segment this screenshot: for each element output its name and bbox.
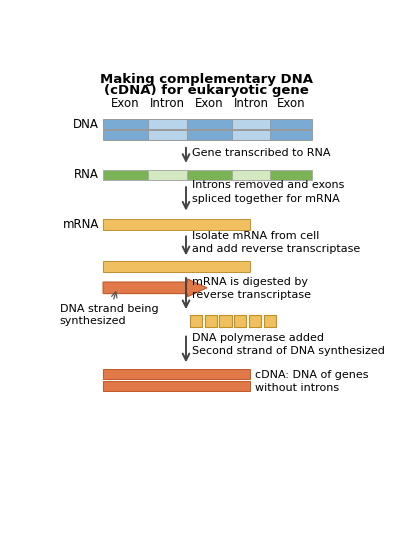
Bar (187, 170, 232, 180)
Bar (148, 130, 187, 141)
Text: Exon: Exon (111, 96, 140, 110)
Bar (219, 315, 232, 328)
Text: mRNA: mRNA (63, 218, 99, 231)
Text: Introns removed and exons
spliced together for mRNA: Introns removed and exons spliced togeth… (192, 180, 345, 203)
Text: DNA: DNA (73, 118, 99, 130)
Bar (103, 381, 250, 391)
Bar (232, 119, 270, 129)
Text: Intron: Intron (234, 96, 269, 110)
Text: Isolate mRNA from cell
and add reverse transcriptase: Isolate mRNA from cell and add reverse t… (192, 231, 360, 254)
Bar (232, 170, 270, 180)
Bar (148, 119, 187, 129)
Bar (270, 170, 312, 180)
Bar (103, 261, 250, 272)
Text: Gene transcribed to RNA: Gene transcribed to RNA (192, 148, 331, 158)
Text: mRNA is digested by
reverse transcriptase: mRNA is digested by reverse transcriptas… (192, 277, 311, 300)
Bar (264, 315, 276, 328)
Bar (270, 130, 312, 141)
Bar (148, 170, 187, 180)
Bar (190, 315, 202, 328)
Bar (187, 130, 232, 141)
Bar (205, 315, 217, 328)
Bar (270, 119, 312, 129)
Bar (103, 119, 148, 129)
Polygon shape (103, 279, 207, 297)
Text: Intron: Intron (150, 96, 185, 110)
Bar (103, 369, 250, 379)
Text: Exon: Exon (277, 96, 306, 110)
Bar (103, 130, 148, 141)
Bar (103, 170, 148, 180)
Bar (232, 130, 270, 141)
Text: RNA: RNA (74, 169, 99, 181)
Text: DNA strand being
synthesized: DNA strand being synthesized (60, 292, 158, 326)
Bar (234, 315, 247, 328)
Text: Exon: Exon (195, 96, 224, 110)
Text: DNA polymerase added
Second strand of DNA synthesized: DNA polymerase added Second strand of DN… (192, 333, 385, 356)
Text: cDNA: DNA of genes
without introns: cDNA: DNA of genes without introns (255, 370, 368, 393)
Text: (cDNA) for eukaryotic gene: (cDNA) for eukaryotic gene (104, 84, 309, 97)
Text: Making complementary DNA: Making complementary DNA (100, 73, 313, 86)
Bar (103, 219, 250, 230)
Bar (249, 315, 261, 328)
Bar (187, 119, 232, 129)
